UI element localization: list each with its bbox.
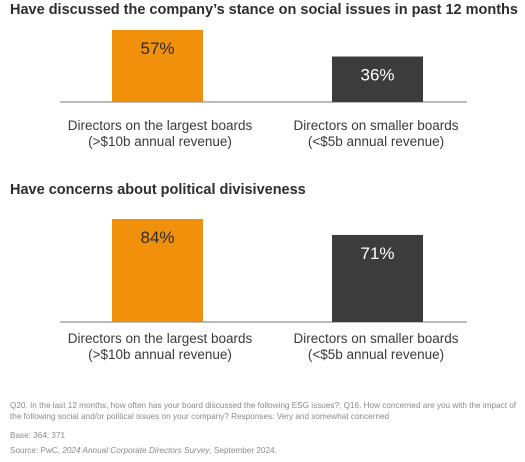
chart-1-bar-2 xyxy=(332,56,423,102)
chart-1-plot: 57% Directors on the largest boards(>$10b… xyxy=(60,30,467,149)
chart-1-category-label-1-line-1: Directors on the largest boards xyxy=(68,118,253,133)
chart-2-category-label-1-line-1: Directors on the largest boards xyxy=(68,331,253,346)
footnote-source-suffix: , September 2024. xyxy=(209,446,277,455)
footnote-source-title: 2024 Annual Corporate Directors Survey xyxy=(62,446,210,455)
chart-1-value-label-1: 57% xyxy=(140,39,174,58)
chart-1-category-label-2-line-1: Directors on smaller boards xyxy=(293,118,458,133)
chart-1-title: Have discussed the company’s stance on s… xyxy=(10,2,518,18)
footnote-source-prefix: Source: PwC, xyxy=(10,446,63,455)
footnote-source: Source: PwC, 2024 Annual Corporate Direc… xyxy=(10,445,520,456)
chart-2-value-label-2: 71% xyxy=(360,244,394,263)
chart-1-category-label-2-line-2: (<$5b annual revenue) xyxy=(308,134,444,149)
footnote-base: Base: 364; 371 xyxy=(10,431,66,440)
footnote-question: Q20. In the last 12 months, how often ha… xyxy=(10,401,517,421)
chart-2-category-label-1-line-2: (>$10b annual revenue) xyxy=(88,347,232,362)
chart-2-category-label-2-line-1: Directors on smaller boards xyxy=(293,331,458,346)
chart-2-plot: 84% Directors on the largest boards(>$10b… xyxy=(60,219,467,362)
chart-2-title: Have concerns about political divisivene… xyxy=(10,182,306,198)
chart-1-value-label-2: 36% xyxy=(360,66,394,85)
chart-2-bar-2 xyxy=(332,234,423,322)
chart-2-bar-1 xyxy=(112,219,203,322)
chart-2-value-label-1: 84% xyxy=(140,228,174,247)
chart-1-bar-1 xyxy=(112,30,203,102)
chart-1-category-label-1-line-2: (>$10b annual revenue) xyxy=(88,134,232,149)
chart-2-category-label-2-line-2: (<$5b annual revenue) xyxy=(308,347,444,362)
